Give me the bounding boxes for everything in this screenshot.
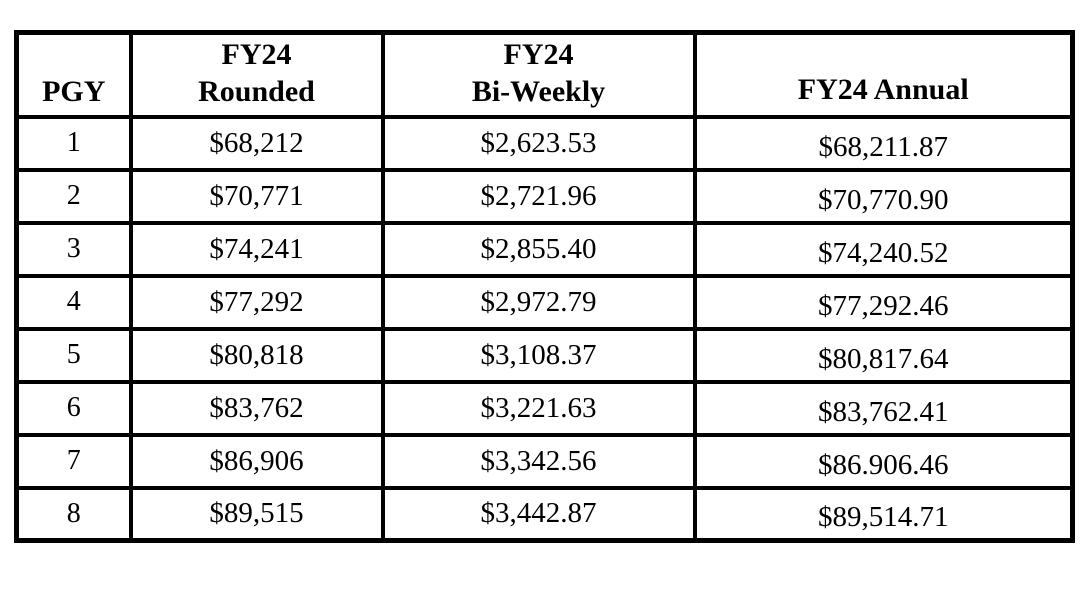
pgy-cell: 3 bbox=[14, 220, 133, 278]
table-row: 7 $86,906 $3,342.56 $86.906.46 bbox=[14, 432, 1075, 490]
table-row: 4 $77,292 $2,972.79 $77,292.46 bbox=[14, 273, 1075, 331]
annual-cell: $77,292.46 bbox=[692, 273, 1075, 331]
column-header-pgy: PGY bbox=[14, 30, 133, 119]
table-row: 5 $80,818 $3,108.37 $80,817.64 bbox=[14, 326, 1075, 384]
pgy-cell: 4 bbox=[14, 273, 133, 331]
annual-cell: $70,770.90 bbox=[692, 167, 1075, 225]
biweekly-cell: $3,108.37 bbox=[380, 326, 697, 384]
annual-cell: $80,817.64 bbox=[692, 326, 1075, 384]
rounded-cell: $74,241 bbox=[128, 220, 385, 278]
annual-cell: $74,240.52 bbox=[692, 220, 1075, 278]
pgy-cell: 1 bbox=[14, 114, 133, 172]
table-row: 1 $68,212 $2,623.53 $68,211.87 bbox=[14, 114, 1075, 172]
biweekly-cell: $2,721.96 bbox=[380, 167, 697, 225]
biweekly-cell: $2,623.53 bbox=[380, 114, 697, 172]
table-row: 6 $83,762 $3,221.63 $83,762.41 bbox=[14, 379, 1075, 437]
rounded-cell: $68,212 bbox=[128, 114, 385, 172]
column-header-fy24-annual: FY24 Annual bbox=[692, 30, 1075, 119]
pgy-cell: 2 bbox=[14, 167, 133, 225]
rounded-cell: $89,515 bbox=[128, 485, 385, 543]
annual-cell: $89,514.71 bbox=[692, 485, 1075, 543]
column-header-fy24-biweekly: FY24 Bi-Weekly bbox=[380, 30, 697, 119]
header-row: PGY FY24 Rounded FY24 Bi-Weekly FY24 Ann… bbox=[14, 30, 1075, 119]
annual-cell: $68,211.87 bbox=[692, 114, 1075, 172]
biweekly-cell: $2,855.40 bbox=[380, 220, 697, 278]
biweekly-cell: $3,342.56 bbox=[380, 432, 697, 490]
annual-cell: $83,762.41 bbox=[692, 379, 1075, 437]
pgy-cell: 6 bbox=[14, 379, 133, 437]
rounded-cell: $70,771 bbox=[128, 167, 385, 225]
table-row: 2 $70,771 $2,721.96 $70,770.90 bbox=[14, 167, 1075, 225]
pgy-cell: 5 bbox=[14, 326, 133, 384]
rounded-cell: $77,292 bbox=[128, 273, 385, 331]
salary-table-container: PGY FY24 Rounded FY24 Bi-Weekly FY24 Ann… bbox=[14, 30, 1075, 543]
table-row: 3 $74,241 $2,855.40 $74,240.52 bbox=[14, 220, 1075, 278]
biweekly-cell: $2,972.79 bbox=[380, 273, 697, 331]
table-row: 8 $89,515 $3,442.87 $89,514.71 bbox=[14, 485, 1075, 543]
pgy-cell: 7 bbox=[14, 432, 133, 490]
rounded-cell: $80,818 bbox=[128, 326, 385, 384]
rounded-cell: $86,906 bbox=[128, 432, 385, 490]
pgy-cell: 8 bbox=[14, 485, 133, 543]
fy24-pgy-salary-table: PGY FY24 Rounded FY24 Bi-Weekly FY24 Ann… bbox=[14, 30, 1075, 543]
annual-cell: $86.906.46 bbox=[692, 432, 1075, 490]
biweekly-cell: $3,221.63 bbox=[380, 379, 697, 437]
rounded-cell: $83,762 bbox=[128, 379, 385, 437]
column-header-fy24-rounded: FY24 Rounded bbox=[128, 30, 385, 119]
biweekly-cell: $3,442.87 bbox=[380, 485, 697, 543]
